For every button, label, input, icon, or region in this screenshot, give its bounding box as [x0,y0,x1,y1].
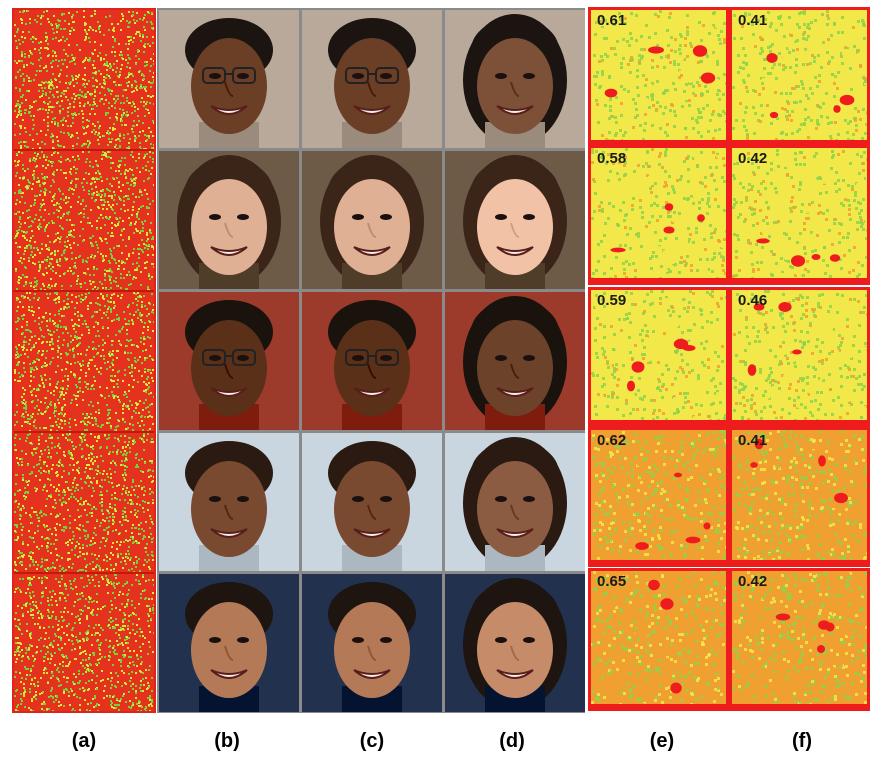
noise-panel [14,433,154,572]
similarity-score: 0.46 [738,292,768,309]
similarity-score: 0.42 [738,150,768,167]
noise-panel [14,10,154,149]
noise-panel [14,574,154,711]
noise-texture [14,292,154,431]
noise-texture [14,10,154,149]
smiling-man-photo [445,433,585,571]
similarity-score: 0.62 [597,432,627,449]
similarity-score: 0.58 [597,150,627,167]
caption-a: (a) [71,730,97,752]
noise-texture [14,574,154,711]
man-looking-up-photo [445,574,585,712]
heatmap-panel: 0.41 [729,427,870,567]
smiling-man-photo [159,433,299,571]
man-with-glasses-photo [159,292,299,430]
heatmap-panel: 0.41 [729,7,870,147]
caption-f: (f) [792,730,812,752]
similarity-score: 0.65 [597,573,627,590]
young-woman-short-hair-photo [445,151,585,289]
man-looking-up-photo [302,574,442,712]
panel-divider [14,290,154,292]
similarity-score: 0.61 [597,12,627,29]
similarity-score: 0.59 [597,292,627,309]
similarity-score: 0.41 [738,432,768,449]
panel-divider [14,149,154,151]
noise-panel [14,292,154,431]
similarity-score: 0.42 [738,573,768,590]
young-woman-short-hair-photo [159,151,299,289]
man-looking-up-photo [159,574,299,712]
face-image-grid [157,8,585,713]
heatmap-panel: 0.46 [729,287,870,427]
heatmap-panel: 0.65 [588,568,729,711]
heatmap-panel: 0.58 [588,145,729,285]
caption-d: (d) [499,730,525,752]
similarity-score: 0.41 [738,12,768,29]
heatmap-panel: 0.59 [588,287,729,427]
woman-with-glasses-photo [159,10,299,148]
smiling-man-photo [302,433,442,571]
heatmap-panel: 0.42 [729,568,870,711]
heatmap-panel: 0.42 [729,145,870,285]
panel-divider [14,572,154,574]
noise-texture [14,433,154,572]
man-with-glasses-photo [302,292,442,430]
caption-c: (c) [359,730,385,752]
caption-e: (e) [649,730,675,752]
heatmap-panel: 0.62 [588,427,729,567]
young-woman-short-hair-photo [302,151,442,289]
woman-with-glasses-photo [445,10,585,148]
heatmap-panel: 0.61 [588,7,729,147]
noise-column-a [12,8,156,713]
man-with-glasses-photo [445,292,585,430]
caption-b: (b) [214,730,240,752]
noise-panel [14,151,154,290]
woman-with-glasses-photo [302,10,442,148]
panel-divider [14,431,154,433]
noise-texture [14,151,154,290]
